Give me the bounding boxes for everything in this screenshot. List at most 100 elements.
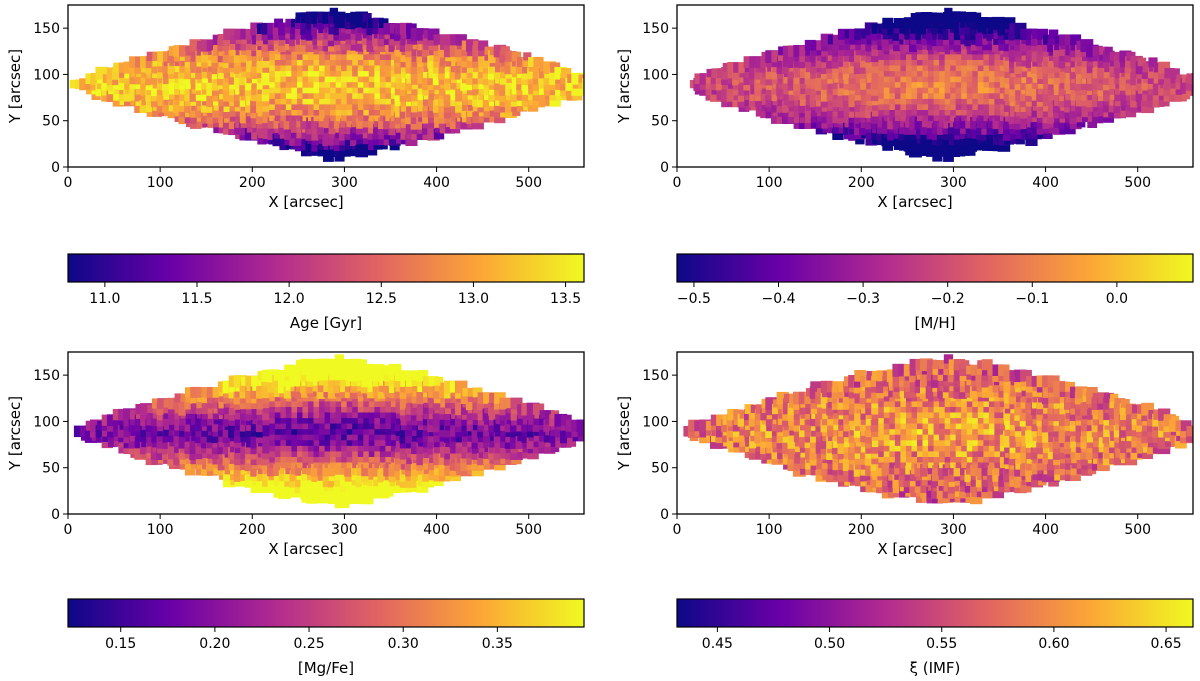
map-cell bbox=[955, 102, 963, 110]
map-cell bbox=[445, 398, 455, 409]
map-cell bbox=[988, 69, 997, 77]
map-cell bbox=[269, 74, 277, 83]
map-cell bbox=[285, 421, 294, 430]
map-cell bbox=[994, 80, 1002, 88]
map-cell bbox=[943, 40, 953, 50]
map-cell bbox=[374, 433, 382, 441]
map-cell bbox=[928, 421, 936, 430]
map-cell bbox=[911, 399, 919, 407]
map-cell bbox=[385, 58, 393, 66]
map-cell bbox=[883, 97, 892, 105]
map-cell bbox=[335, 455, 343, 463]
map-cell bbox=[302, 69, 310, 77]
map-cell bbox=[274, 410, 283, 419]
map-cell bbox=[300, 358, 313, 371]
map-cell bbox=[883, 410, 892, 419]
map-cell bbox=[324, 113, 332, 122]
map-cell bbox=[933, 74, 941, 83]
map-cell bbox=[933, 63, 941, 72]
map-cell bbox=[290, 465, 300, 475]
map-cell bbox=[379, 69, 388, 77]
map-cell bbox=[313, 455, 321, 463]
map-cell bbox=[406, 426, 417, 436]
map-cell bbox=[291, 113, 299, 122]
map-cell bbox=[900, 91, 908, 99]
map-cell bbox=[324, 69, 332, 77]
map-cell bbox=[285, 399, 294, 407]
map-cell bbox=[939, 69, 947, 77]
map-cell bbox=[280, 97, 288, 105]
map-cell bbox=[385, 394, 393, 402]
colorbar-gradient bbox=[676, 253, 1194, 283]
map-cell bbox=[950, 102, 958, 110]
map-cell bbox=[350, 381, 362, 393]
map-cell bbox=[385, 427, 393, 435]
map-cell bbox=[297, 438, 305, 446]
map-cell bbox=[433, 409, 445, 421]
map-cell bbox=[324, 449, 332, 457]
map-cell bbox=[313, 97, 321, 105]
map-cell bbox=[933, 108, 941, 116]
map-cell bbox=[810, 403, 821, 415]
map-cell bbox=[246, 52, 256, 61]
map-cell bbox=[374, 410, 382, 419]
map-cell bbox=[345, 145, 356, 157]
map-cell bbox=[390, 399, 399, 407]
map-cell bbox=[246, 46, 256, 56]
map-cell bbox=[900, 416, 908, 424]
map-cell bbox=[196, 398, 206, 409]
map-cell bbox=[450, 78, 461, 90]
map-cell bbox=[866, 74, 876, 83]
map-cell bbox=[285, 63, 294, 72]
map-cell bbox=[1152, 95, 1165, 107]
map-cell bbox=[352, 438, 360, 446]
map-cell bbox=[1170, 74, 1180, 84]
map-cell bbox=[894, 471, 903, 480]
map-cell bbox=[966, 80, 975, 88]
map-cell bbox=[269, 444, 277, 452]
map-cell bbox=[306, 492, 318, 504]
map-cell bbox=[900, 58, 908, 66]
map-cell bbox=[285, 58, 294, 66]
map-cell bbox=[473, 40, 483, 50]
map-cell bbox=[909, 358, 922, 371]
map-cell bbox=[961, 80, 969, 88]
map-cell bbox=[1048, 90, 1059, 101]
map-cell bbox=[241, 68, 250, 78]
map-cell bbox=[363, 113, 371, 122]
map-cell bbox=[330, 86, 338, 94]
map-cell bbox=[889, 421, 897, 430]
map-cell bbox=[433, 34, 445, 46]
x-axis-label: X [arcsec] bbox=[268, 540, 343, 558]
map-cell bbox=[883, 74, 892, 83]
x-tick-label: 100 bbox=[147, 175, 174, 191]
map-cell bbox=[119, 74, 129, 84]
map-cell bbox=[878, 47, 886, 55]
map-cell bbox=[274, 427, 283, 435]
map-cell bbox=[257, 415, 267, 425]
map-cell bbox=[523, 52, 532, 61]
map-cell bbox=[374, 438, 382, 446]
y-tick-label: 50 bbox=[651, 114, 669, 130]
map-cell bbox=[374, 460, 382, 469]
map-cell bbox=[1015, 135, 1025, 145]
map-cell bbox=[894, 421, 903, 430]
map-cell bbox=[483, 106, 495, 118]
map-cell bbox=[374, 58, 382, 66]
map-cell bbox=[894, 140, 904, 150]
map-cell bbox=[928, 74, 936, 83]
y-axis-label: Y [arcsec] bbox=[6, 49, 24, 124]
map-cell bbox=[297, 460, 305, 469]
map-cell bbox=[983, 58, 991, 66]
map-cell bbox=[423, 96, 433, 106]
map-cell bbox=[727, 409, 739, 421]
map-cell bbox=[977, 102, 986, 110]
map-cell bbox=[330, 52, 338, 60]
map-cell bbox=[878, 399, 886, 407]
map-cell bbox=[983, 80, 991, 88]
map-cell bbox=[928, 58, 936, 66]
map-cell bbox=[988, 102, 997, 110]
map-cell bbox=[379, 416, 388, 424]
map-cell bbox=[151, 61, 163, 74]
map-cell bbox=[855, 46, 865, 56]
